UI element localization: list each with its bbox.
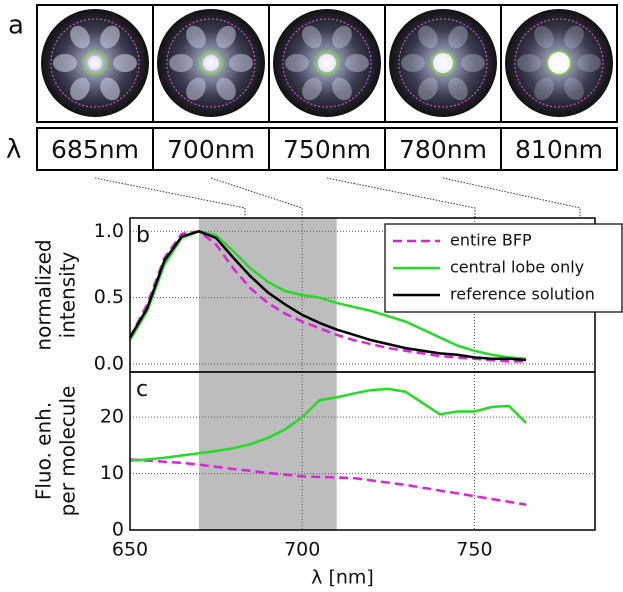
- x-axis-label: λ [nm]: [311, 567, 374, 589]
- center-lobe: [88, 56, 102, 70]
- page: a λ 685nm 700nm 750nm 780nm 810nm 0.0 0.5 1.0 b n…: [0, 0, 623, 592]
- y-tick-label: 10: [100, 462, 124, 484]
- lobe: [53, 54, 77, 72]
- x-tick-label: 750: [456, 539, 492, 561]
- center-lobe: [433, 53, 453, 73]
- y-tick-label: 20: [100, 406, 124, 428]
- connector: [327, 178, 475, 218]
- panel-label: c: [136, 377, 148, 402]
- y-axis-label: intensity: [56, 251, 80, 338]
- wavelength-label: 700nm: [167, 135, 255, 164]
- lobe: [461, 54, 485, 72]
- lobe: [577, 54, 601, 72]
- wavelength-label: 685nm: [51, 135, 139, 164]
- lambda-label: λ: [6, 135, 21, 165]
- connector: [211, 178, 302, 218]
- x-tick-label: 650: [112, 539, 148, 561]
- lobe: [517, 54, 541, 72]
- y-axis-label: Fluo. enh.: [32, 402, 56, 500]
- y-axis-label: per molecule: [56, 386, 80, 517]
- legend-label: reference solution: [450, 285, 595, 304]
- lobe: [401, 54, 425, 72]
- lobe: [113, 54, 137, 72]
- wavelength-label: 810nm: [515, 135, 603, 164]
- center-lobe: [318, 54, 336, 72]
- wavelength-label: 750nm: [283, 135, 371, 164]
- panel-label: b: [136, 223, 150, 248]
- wavelength-label: 780nm: [399, 135, 487, 164]
- connector: [95, 178, 245, 218]
- lobe: [229, 54, 253, 72]
- y-axis-label: normalized: [32, 239, 56, 350]
- y-tick-label: 0.5: [94, 286, 124, 308]
- center-lobe: [548, 52, 570, 74]
- center-lobe: [203, 55, 219, 71]
- connector: [443, 178, 580, 218]
- legend-label: entire BFP: [450, 231, 532, 250]
- lobe: [285, 54, 309, 72]
- lobe: [345, 54, 369, 72]
- x-tick-label: 700: [284, 539, 320, 561]
- panel-label: a: [8, 11, 24, 41]
- legend-label: central lobe only: [450, 258, 584, 277]
- y-tick-label: 0.0: [94, 353, 124, 375]
- figure: a λ 685nm 700nm 750nm 780nm 810nm 0.0 0.5 1.0 b n…: [0, 0, 623, 592]
- y-tick-label: 1.0: [94, 220, 124, 242]
- y-tick-label: 0: [112, 519, 124, 541]
- lobe: [169, 54, 193, 72]
